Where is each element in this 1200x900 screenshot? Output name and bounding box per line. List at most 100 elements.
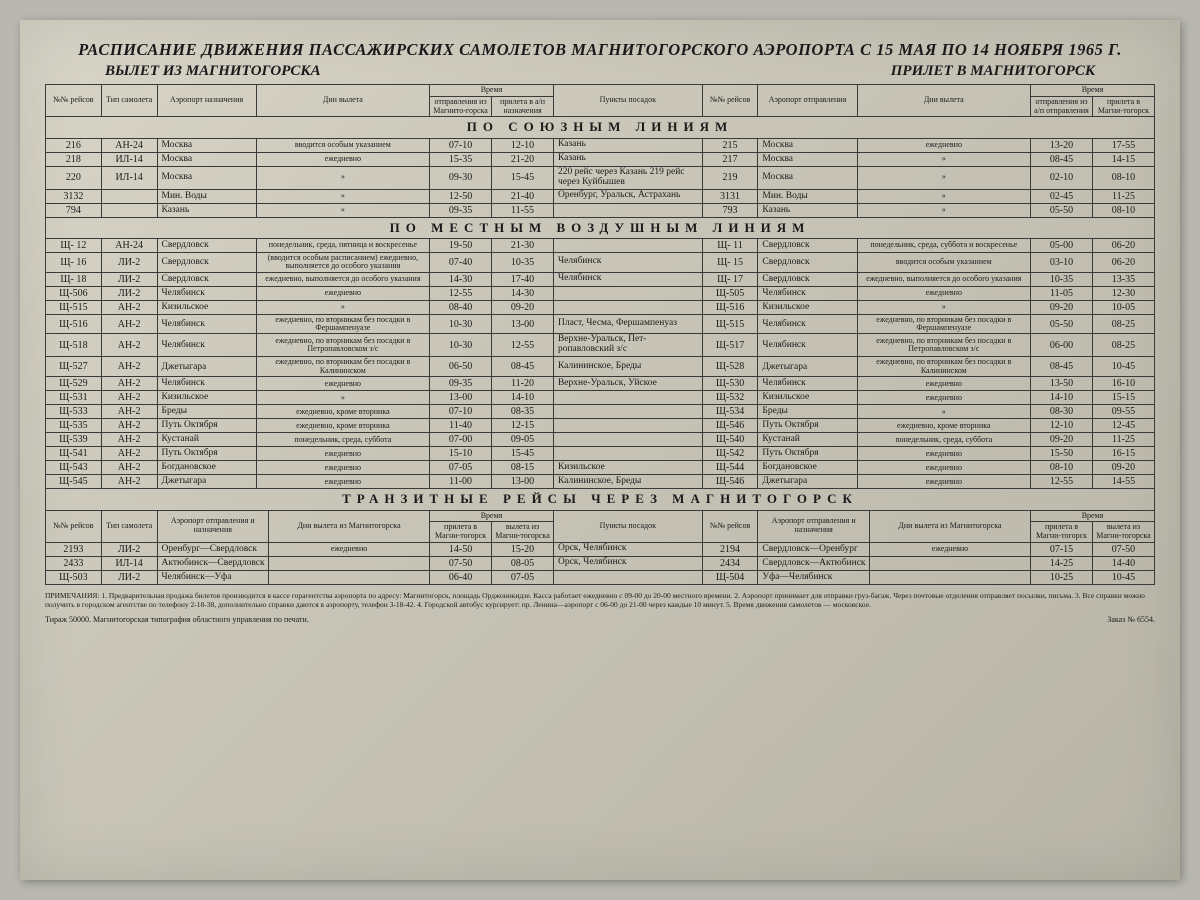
cell: ежедневно [256,475,429,489]
cell: Щ-542 [702,447,758,461]
hdr-flight-no: №№ рейсов [46,85,102,117]
cell: 2433 [46,556,102,570]
cell: Кустанай [758,433,857,447]
cell: 07-40 [430,252,492,272]
cell: 15-20 [492,542,554,556]
cell: ЛИ-2 [101,272,157,286]
cell: 03-10 [1031,252,1093,272]
cell: 05-50 [1031,314,1093,334]
cell: Джетыгара [157,475,256,489]
cell: Калининское, Бреды [553,357,702,377]
cell: Свердловск [157,272,256,286]
cell: АН-2 [101,405,157,419]
cell: понедельник, среда, пятница и воскресень… [256,238,429,252]
cell: Джетыгара [157,357,256,377]
cell: 07-50 [1092,542,1154,556]
cell: 06-20 [1092,238,1154,252]
cell [553,447,702,461]
cell: Кизильское [758,391,857,405]
schedule-row: 216АН-24Москвавводится особым указанием0… [46,138,1155,152]
cell: Щ- 12 [46,238,102,252]
cell: 09-20 [1031,300,1093,314]
cell: 08-30 [1031,405,1093,419]
cell: 2194 [702,542,758,556]
cell: Челябинск [157,334,256,357]
cell: Щ-515 [46,300,102,314]
schedule-row: Щ-545АН-2Джетыгараежедневно11-0013-00Кал… [46,475,1155,489]
cell: Щ-544 [702,461,758,475]
cell: 07-15 [1031,542,1093,556]
cell: АН-2 [101,433,157,447]
cell: Калининское, Бреды [553,475,702,489]
cell: ежедневно [857,138,1030,152]
cell: ежедневно [857,461,1030,475]
cell: Путь Октября [157,447,256,461]
cell: Щ- 17 [702,272,758,286]
thdr-dep-mg: вылета из Магни-тогорска [492,522,554,543]
cell: 15-45 [492,166,554,189]
thdr-flight-no: №№ рейсов [46,510,102,542]
cell: Путь Октября [758,447,857,461]
hdr-arr-time-dest: прилета в а/п назначения [492,96,554,117]
cell: ежедневно, по вторникам без посадки в Пе… [857,334,1030,357]
cell: Щ-545 [46,475,102,489]
thdr-route: Аэропорт отправления и назначения [157,510,269,542]
schedule-row: 794Казань»09-3511-55793Казань»05-5008-10 [46,203,1155,217]
thdr-stops: Пункты посадок [553,510,702,542]
thdr-aircraft: Тип самолета [101,510,157,542]
cell: АН-2 [101,419,157,433]
cell: Челябинск [758,377,857,391]
cell: 17-55 [1092,138,1154,152]
cell: ежедневно [269,542,430,556]
cell: Щ-515 [702,314,758,334]
cell: 08-10 [1031,461,1093,475]
cell: 07-05 [492,570,554,584]
cell: ежедневно [256,377,429,391]
cell: ежедневно [256,461,429,475]
cell: Пласт, Чесма, Фершампенуаз [553,314,702,334]
schedule-row: Щ-506ЛИ-2Челябинскежедневно12-5514-30Щ-5… [46,286,1155,300]
cell: Мин. Воды [758,189,857,203]
hdr-dep-days-in: Дни вылета [857,85,1030,117]
cell [553,238,702,252]
hdr-dep-time: отправления из Магнито-горска [430,96,492,117]
cell [101,203,157,217]
cell: Бреды [758,405,857,419]
timetable-sheet: РАСПИСАНИЕ ДВИЖЕНИЯ ПАССАЖИРСКИХ САМОЛЕТ… [20,20,1180,880]
cell: Свердловск [758,272,857,286]
subtitle-row: ВЫЛЕТ ИЗ МАГНИТОГОРСКА ПРИЛЕТ В МАГНИТОГ… [45,63,1155,84]
cell: Орск, Челябинск [553,542,702,556]
cell: Челябинск [157,286,256,300]
cell: 2193 [46,542,102,556]
schedule-row: 218ИЛ-14Москваежедневно15-3521-20Казань2… [46,152,1155,166]
cell: » [857,300,1030,314]
cell: 11-05 [1031,286,1093,300]
cell: понедельник, среда, суббота [256,433,429,447]
cell: Щ- 16 [46,252,102,272]
cell: Москва [157,152,256,166]
cell: 14-30 [430,272,492,286]
cell: 13-35 [1092,272,1154,286]
cell: Свердловск [157,252,256,272]
cell: 08-25 [1092,314,1154,334]
cell: 10-30 [430,314,492,334]
cell: 07-10 [430,138,492,152]
main-schedule-table: №№ рейсов Тип самолета Аэропорт назначен… [45,84,1155,489]
cell: 216 [46,138,102,152]
cell: » [857,405,1030,419]
cell [553,405,702,419]
cell: АН-24 [101,138,157,152]
cell: 12-55 [430,286,492,300]
cell [553,391,702,405]
cell: понедельник, среда, суббота [857,433,1030,447]
cell: 16-15 [1092,447,1154,461]
cell: Мин. Воды [157,189,256,203]
schedule-row: Щ- 18ЛИ-2Свердловскежедневно, выполняетс… [46,272,1155,286]
cell: Челябинск [553,252,702,272]
cell: » [256,166,429,189]
cell: 07-10 [430,405,492,419]
cell: 09-30 [430,166,492,189]
cell: 15-15 [1092,391,1154,405]
cell: Москва [157,138,256,152]
cell: ЛИ-2 [101,286,157,300]
